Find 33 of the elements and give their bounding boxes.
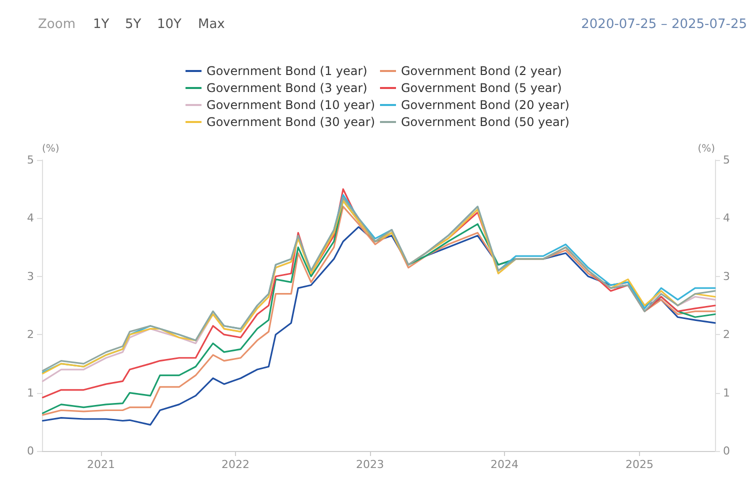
y-tick-label: 4 bbox=[27, 212, 34, 225]
y2-tick-label: 5 bbox=[723, 154, 730, 166]
y-tick-label: 1 bbox=[27, 386, 34, 400]
legend-label: Government Bond (2 year) bbox=[401, 64, 562, 78]
y-axis-title: (%) bbox=[42, 144, 60, 154]
text: 2020-07-25 – 2025-07-25 bbox=[581, 17, 748, 32]
y2-tick-label: 1 bbox=[723, 386, 730, 400]
x-tick-label: 2021 bbox=[86, 458, 115, 471]
text: 10Y bbox=[157, 17, 182, 32]
y-tick-label: 0 bbox=[27, 444, 34, 458]
y2-tick-label: 3 bbox=[723, 270, 730, 283]
y2-axis-title: (%) bbox=[698, 144, 716, 154]
legend-label: Government Bond (10 year) bbox=[206, 98, 376, 112]
legend-label: Government Bond (5 year) bbox=[401, 81, 562, 95]
y-tick-label: 5 bbox=[27, 154, 34, 166]
y-tick-label: 3 bbox=[27, 270, 34, 283]
text: 5Y bbox=[125, 17, 142, 32]
y-tick-label: 2 bbox=[27, 328, 34, 342]
legend-label: Government Bond (50 year) bbox=[401, 115, 570, 129]
text: Max bbox=[198, 17, 226, 32]
y2-tick-label: 4 bbox=[723, 212, 730, 225]
y2-tick-label: 0 bbox=[723, 444, 730, 458]
legend-label: Government Bond (1 year) bbox=[206, 64, 368, 78]
x-tick-label: 2023 bbox=[356, 458, 384, 471]
legend-label: Government Bond (30 year) bbox=[206, 115, 376, 129]
text: Zoom bbox=[38, 17, 76, 32]
x-tick-label: 2024 bbox=[490, 458, 519, 471]
y2-tick-label: 2 bbox=[723, 328, 730, 342]
legend-label: Government Bond (20 year) bbox=[401, 98, 570, 112]
text: 1Y bbox=[93, 17, 110, 32]
x-tick-label: 2025 bbox=[625, 458, 654, 471]
x-tick-label: 2022 bbox=[221, 458, 250, 471]
legend-label: Government Bond (3 year) bbox=[206, 81, 368, 95]
